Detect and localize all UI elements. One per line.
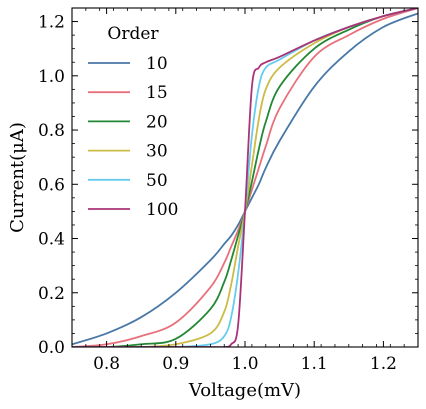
series-line-30 [72,8,418,347]
series-line-20 [72,8,418,347]
series-layer [72,8,418,347]
y-tick-label: 1.0 [38,67,65,87]
y-tick-label: 1.2 [38,13,65,33]
series-line-100 [72,8,418,347]
y-tick-label: 0.0 [38,338,65,358]
ticks-layer: 0.8 0.9 1.0 1.1 1.2 0.0 0.2 0.4 0.6 0.8 1.0 1.2 [38,7,419,374]
x-tick-label: 0.9 [162,354,189,374]
y-tick-label: 0.8 [38,121,65,141]
legend-title: Order [107,24,159,44]
legend-label-100: 100 [146,200,178,220]
x-tick-label: 1.0 [231,354,258,374]
legend-label-50: 50 [146,171,168,191]
x-tick-label: 1.1 [301,354,328,374]
y-tick-label: 0.6 [38,175,65,195]
series-line-15 [72,8,418,347]
y-tick-label: 0.4 [38,230,65,250]
legend-label-10: 10 [146,54,168,74]
x-tick-label: 1.2 [370,354,397,374]
legend: Order 10 15 20 30 50 100 [88,24,178,220]
x-tick-label: 0.8 [93,354,120,374]
legend-label-15: 15 [146,83,168,103]
y-tick-label: 0.2 [38,284,65,304]
y-axis-label: Current(μA) [7,122,28,233]
plot-frame [71,7,419,348]
x-axis-label: Voltage(mV) [188,380,301,401]
legend-label-20: 20 [146,112,168,132]
legend-label-30: 30 [146,142,168,162]
series-line-50 [72,8,418,347]
